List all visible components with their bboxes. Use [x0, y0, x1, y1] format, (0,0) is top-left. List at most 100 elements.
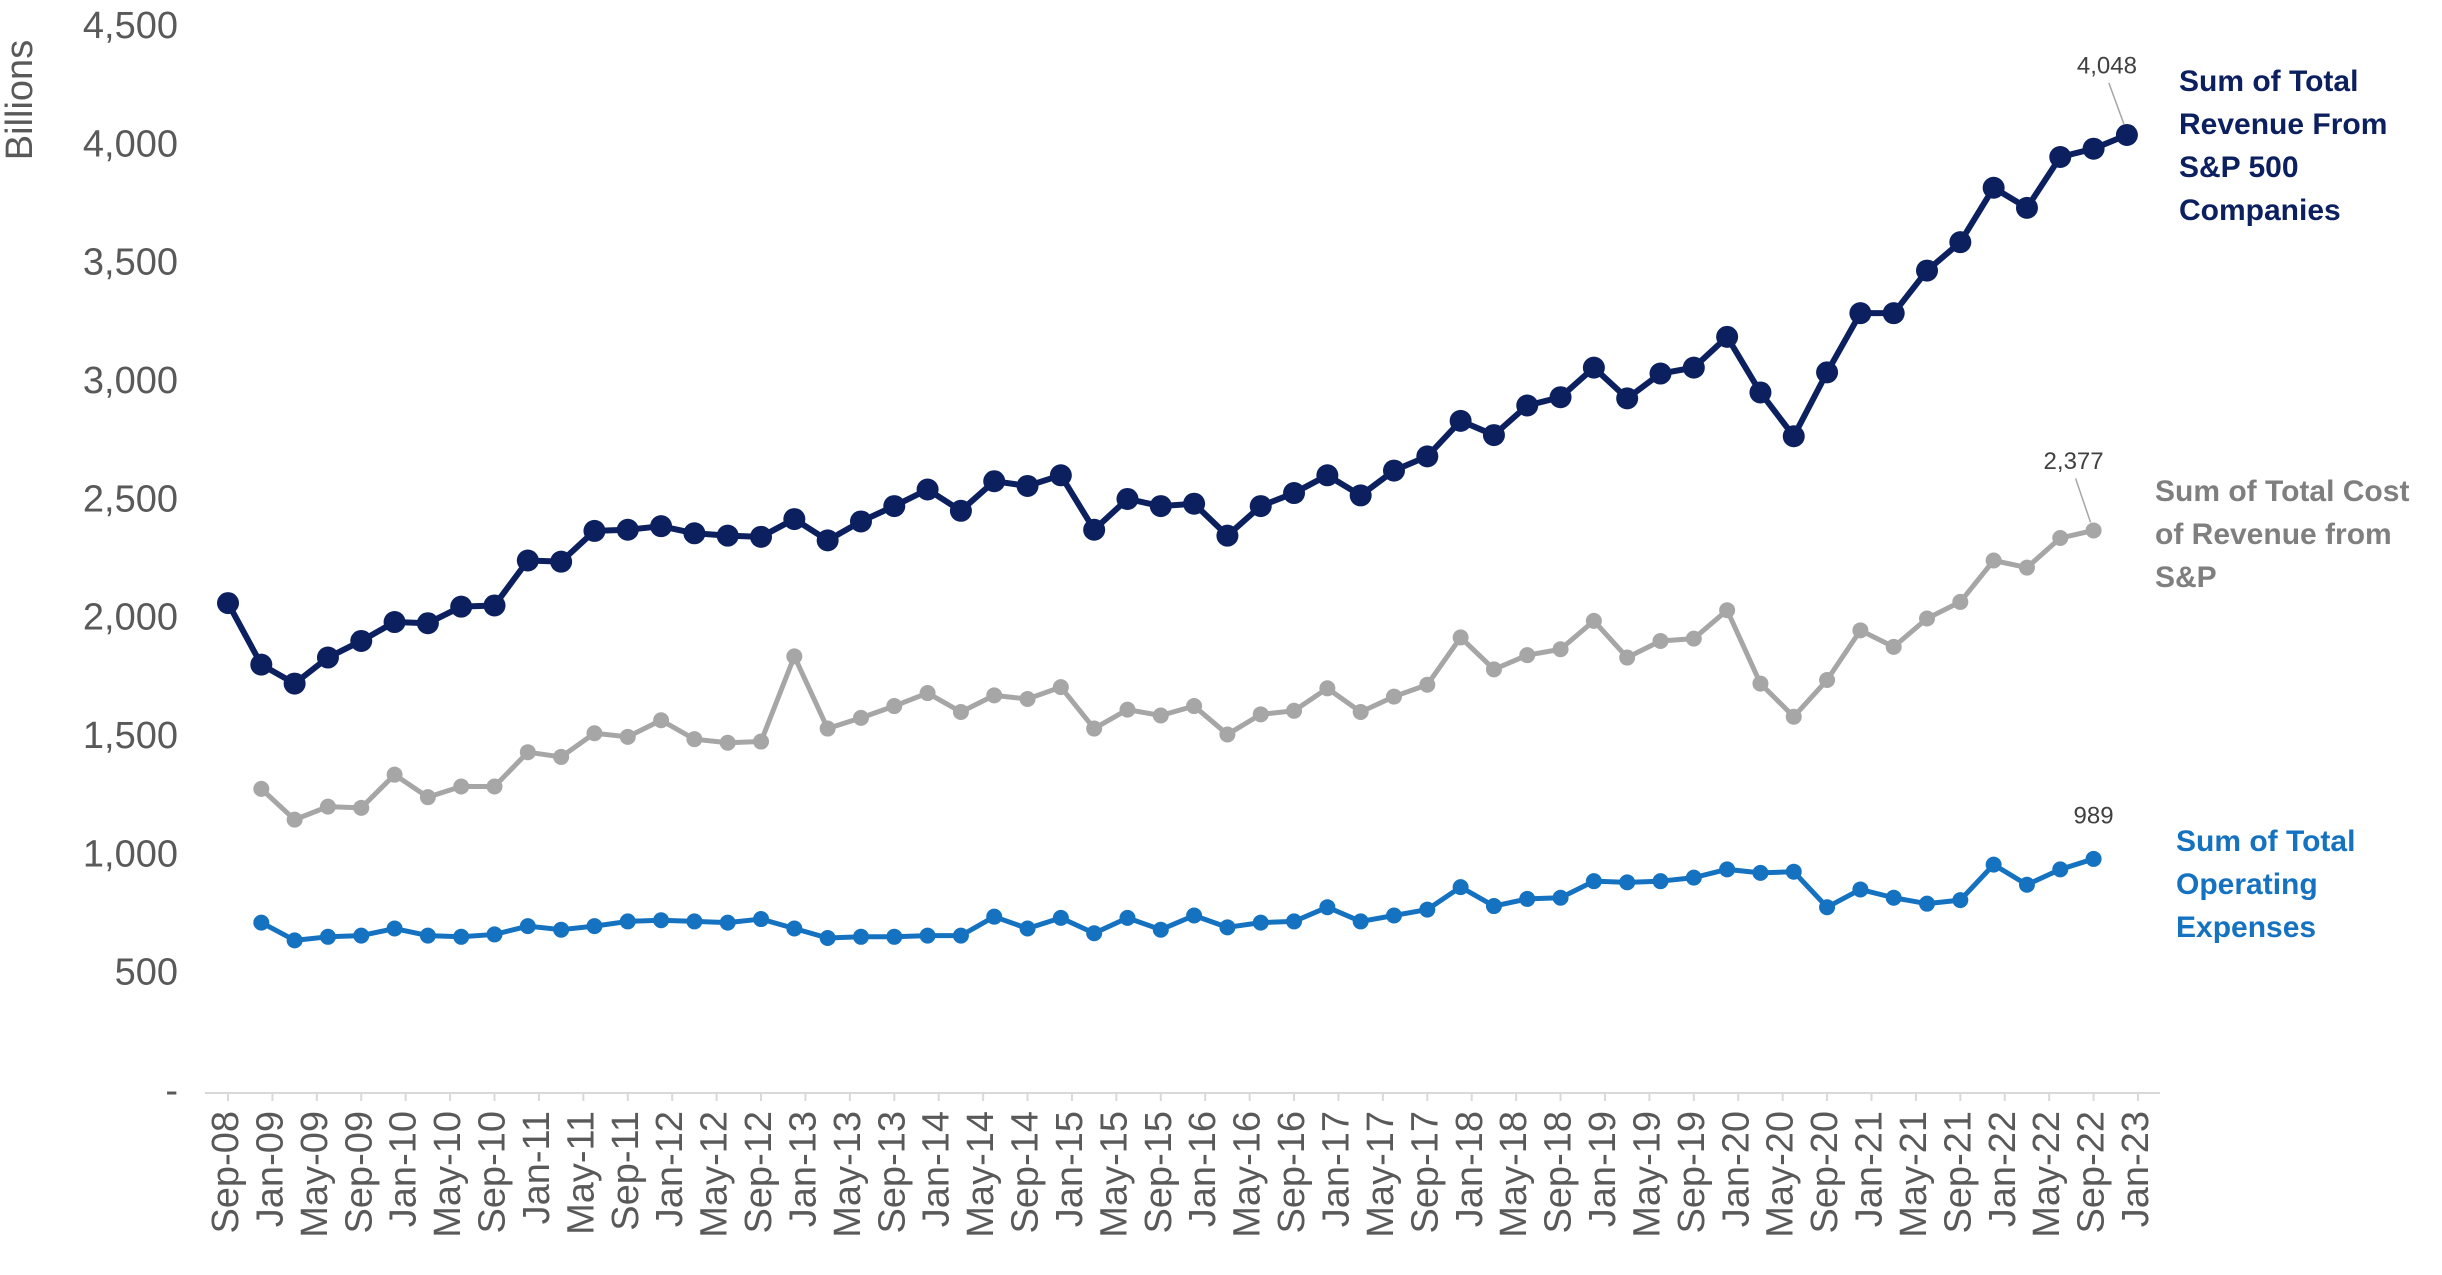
- point: [1719, 602, 1736, 619]
- point: [419, 927, 436, 944]
- point: [319, 798, 336, 815]
- point: [1716, 325, 1739, 348]
- point: [1419, 676, 1436, 693]
- x-tick-label: Sep-10: [472, 1111, 514, 1234]
- point: [353, 927, 370, 944]
- data-label: 989: [2074, 802, 2114, 829]
- x-tick-label: May-22: [2026, 1111, 2068, 1238]
- point: [719, 734, 736, 751]
- x-tick-label: Sep-18: [1538, 1111, 1580, 1234]
- y-tick-label: 4,500: [83, 5, 178, 47]
- point: [2082, 137, 2105, 160]
- y-tick-label: 2,000: [83, 597, 178, 639]
- point: [1982, 176, 2005, 199]
- point: [316, 646, 339, 669]
- point: [1585, 873, 1602, 890]
- point: [2115, 123, 2138, 146]
- point: [2052, 530, 2069, 547]
- point: [1949, 231, 1972, 254]
- point: [1482, 424, 1505, 447]
- point: [1682, 356, 1705, 379]
- point: [1416, 445, 1439, 468]
- point: [1452, 629, 1469, 646]
- x-tick-label: May-17: [1360, 1111, 1402, 1238]
- point: [1752, 675, 1769, 692]
- point: [453, 778, 470, 795]
- point: [1283, 482, 1306, 505]
- point: [1385, 907, 1402, 924]
- point: [2085, 522, 2102, 539]
- point: [1819, 899, 1836, 916]
- point: [2052, 861, 2069, 878]
- y-tick-label: 1,500: [83, 715, 178, 757]
- x-tick-label: May-12: [694, 1111, 736, 1238]
- point: [1516, 394, 1539, 417]
- x-tick-label: Jan-18: [1449, 1111, 1491, 1227]
- point: [583, 519, 606, 542]
- x-tick-label: Sep-13: [871, 1111, 913, 1234]
- point: [1652, 632, 1669, 649]
- x-tick-label: Jan-16: [1182, 1111, 1224, 1227]
- x-tick-label: Jan-21: [1849, 1111, 1891, 1227]
- point: [1785, 863, 1802, 880]
- x-tick-label: Jan-11: [516, 1111, 558, 1224]
- x-tick-label: Sep-16: [1271, 1111, 1313, 1234]
- series-line: [225, 132, 2129, 687]
- point: [253, 914, 270, 931]
- point: [1882, 302, 1905, 325]
- point: [1585, 612, 1602, 629]
- point: [852, 709, 869, 726]
- point: [319, 928, 336, 945]
- point: [1685, 869, 1702, 886]
- point: [217, 592, 239, 615]
- point: [453, 928, 470, 945]
- label-leader: [2074, 478, 2092, 523]
- point: [350, 629, 373, 652]
- point: [1519, 647, 1536, 664]
- point: [1119, 909, 1136, 926]
- point: [286, 811, 303, 828]
- y-tick-label: 1,000: [83, 833, 178, 875]
- point: [1885, 638, 1902, 655]
- x-tick-label: Sep-11: [605, 1111, 647, 1231]
- point: [1286, 913, 1303, 930]
- point: [1252, 914, 1269, 931]
- point: [1016, 474, 1039, 497]
- point: [1952, 593, 1969, 610]
- x-tick-label: Jan-12: [649, 1111, 691, 1227]
- point: [1382, 459, 1405, 482]
- point: [1985, 856, 2002, 873]
- point: [986, 908, 1003, 925]
- x-tick-label: Jan-23: [2115, 1111, 2157, 1227]
- point: [1785, 708, 1802, 725]
- x-tick-label: May-10: [427, 1111, 469, 1238]
- point: [1216, 524, 1239, 547]
- point: [1219, 919, 1236, 936]
- point: [1652, 873, 1669, 890]
- point: [816, 529, 839, 552]
- x-tick-label: May-18: [1493, 1111, 1535, 1238]
- point: [819, 929, 836, 946]
- point: [616, 518, 639, 541]
- point: [619, 913, 636, 930]
- x-tick-label: Jan-20: [1715, 1111, 1757, 1227]
- x-tick-label: May-13: [827, 1111, 869, 1238]
- y-tick-label: 2,500: [83, 478, 178, 520]
- point: [986, 687, 1003, 704]
- point: [719, 914, 736, 931]
- point: [1885, 889, 1902, 906]
- point: [1919, 610, 1936, 627]
- point: [919, 927, 936, 944]
- point: [650, 515, 673, 538]
- point: [253, 780, 270, 797]
- point: [383, 611, 406, 634]
- point: [1419, 901, 1436, 918]
- point: [553, 921, 570, 938]
- x-tick-label: Jan-19: [1582, 1111, 1624, 1227]
- point: [486, 778, 503, 795]
- x-tick-label: Sep-15: [1138, 1111, 1180, 1234]
- point: [519, 918, 536, 935]
- x-tick-label: May-20: [1760, 1111, 1802, 1238]
- point: [716, 524, 739, 547]
- y-axis-label: Billions: [0, 40, 41, 160]
